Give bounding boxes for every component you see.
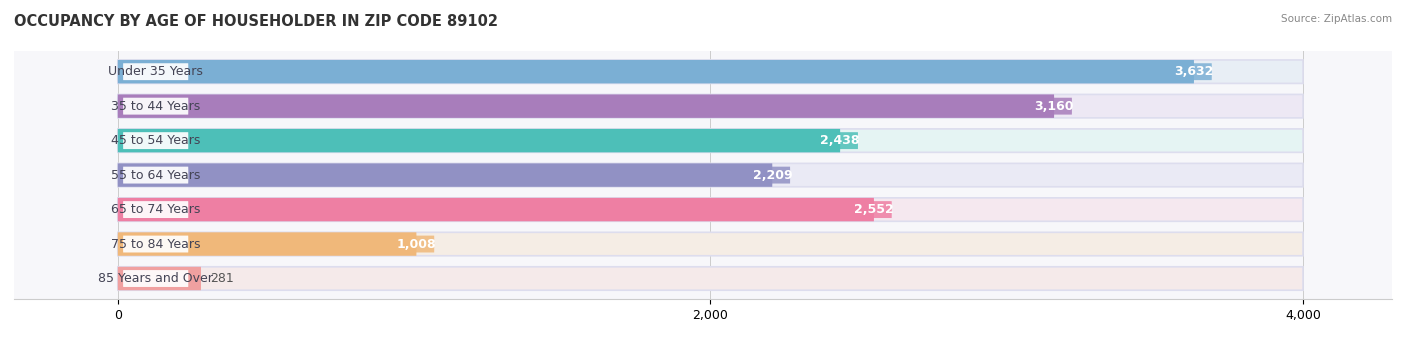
FancyBboxPatch shape xyxy=(124,236,188,253)
FancyBboxPatch shape xyxy=(118,198,875,221)
FancyBboxPatch shape xyxy=(823,132,858,149)
FancyBboxPatch shape xyxy=(118,232,416,256)
Text: 1,008: 1,008 xyxy=(396,238,436,251)
Text: 65 to 74 Years: 65 to 74 Years xyxy=(111,203,201,216)
FancyBboxPatch shape xyxy=(118,267,201,290)
FancyBboxPatch shape xyxy=(124,167,188,184)
Text: 3,632: 3,632 xyxy=(1174,65,1213,78)
FancyBboxPatch shape xyxy=(118,267,1303,290)
FancyBboxPatch shape xyxy=(1177,63,1212,80)
FancyBboxPatch shape xyxy=(124,201,188,218)
FancyBboxPatch shape xyxy=(399,236,434,253)
Text: 281: 281 xyxy=(209,272,233,285)
Text: 45 to 54 Years: 45 to 54 Years xyxy=(111,134,201,147)
FancyBboxPatch shape xyxy=(118,95,1054,118)
FancyBboxPatch shape xyxy=(118,95,1303,118)
FancyBboxPatch shape xyxy=(118,60,1194,83)
Text: Source: ZipAtlas.com: Source: ZipAtlas.com xyxy=(1281,14,1392,23)
FancyBboxPatch shape xyxy=(118,129,841,152)
FancyBboxPatch shape xyxy=(124,63,188,80)
FancyBboxPatch shape xyxy=(124,270,188,287)
Text: OCCUPANCY BY AGE OF HOUSEHOLDER IN ZIP CODE 89102: OCCUPANCY BY AGE OF HOUSEHOLDER IN ZIP C… xyxy=(14,14,498,29)
FancyBboxPatch shape xyxy=(118,164,1303,187)
Text: 2,552: 2,552 xyxy=(853,203,894,216)
Text: 55 to 64 Years: 55 to 64 Years xyxy=(111,169,201,182)
Text: 75 to 84 Years: 75 to 84 Years xyxy=(111,238,201,251)
Text: 2,438: 2,438 xyxy=(821,134,860,147)
FancyBboxPatch shape xyxy=(1036,98,1071,115)
FancyBboxPatch shape xyxy=(118,198,1303,221)
Text: 85 Years and Over: 85 Years and Over xyxy=(98,272,214,285)
FancyBboxPatch shape xyxy=(124,98,188,115)
FancyBboxPatch shape xyxy=(856,201,891,218)
FancyBboxPatch shape xyxy=(118,232,1303,256)
FancyBboxPatch shape xyxy=(124,132,188,149)
FancyBboxPatch shape xyxy=(118,60,1303,83)
Text: 35 to 44 Years: 35 to 44 Years xyxy=(111,100,200,113)
Text: 2,209: 2,209 xyxy=(752,169,792,182)
Text: Under 35 Years: Under 35 Years xyxy=(108,65,202,78)
Text: 3,160: 3,160 xyxy=(1035,100,1074,113)
FancyBboxPatch shape xyxy=(118,164,772,187)
FancyBboxPatch shape xyxy=(755,167,790,184)
FancyBboxPatch shape xyxy=(118,129,1303,152)
